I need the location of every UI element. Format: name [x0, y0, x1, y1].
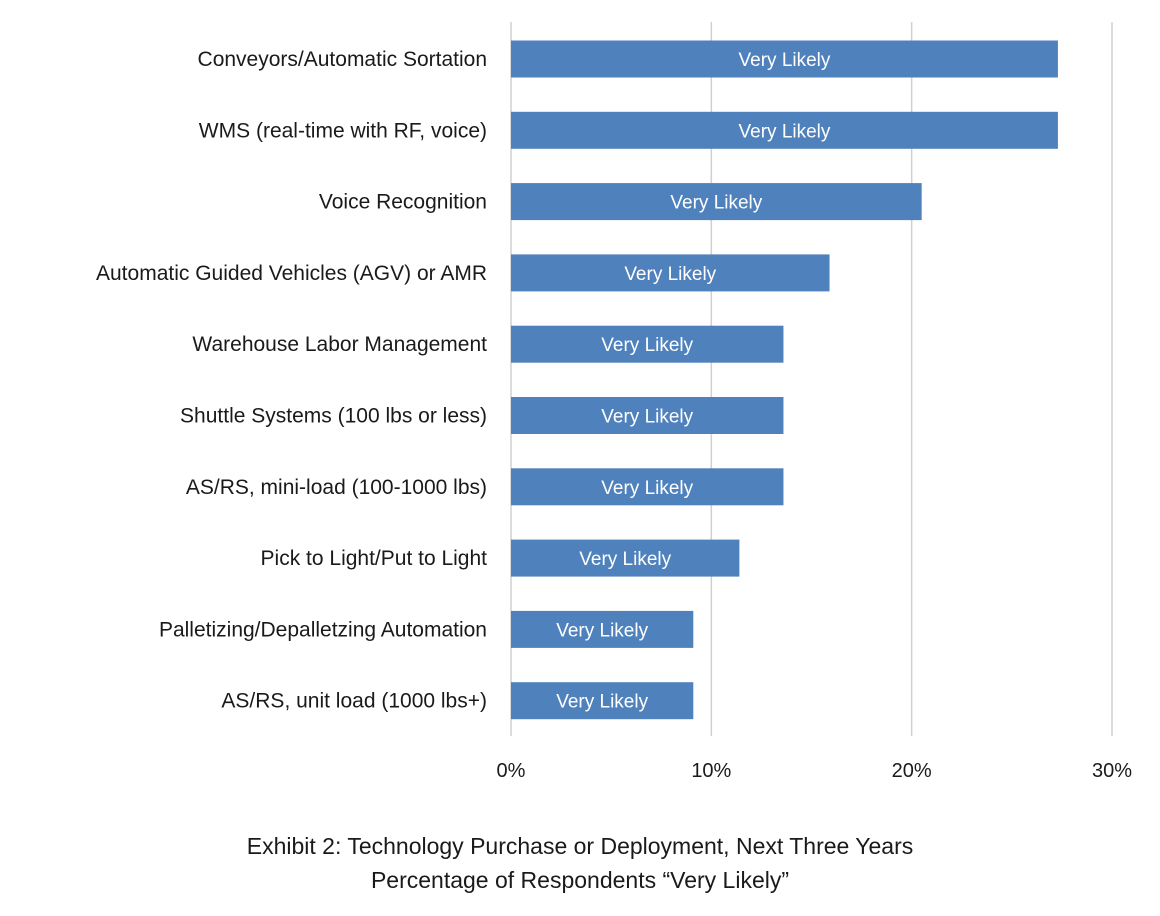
bar-data-label: Very Likely [670, 193, 762, 214]
category-label: Pick to Light/Put to Light [261, 547, 488, 570]
bar-data-label: Very Likely [601, 478, 693, 499]
category-label: Palletizing/Depalletzing Automation [159, 618, 487, 641]
bar [511, 468, 784, 506]
bar [511, 539, 740, 577]
category-label: WMS (real-time with RF, voice) [199, 119, 487, 142]
bar-data-label: Very Likely [579, 549, 671, 570]
bar [511, 254, 830, 292]
category-labels: Conveyors/Automatic Sortation WMS (real-t… [96, 48, 487, 713]
category-label: AS/RS, mini-load (100-1000 lbs) [186, 476, 487, 499]
bar-chart: Very Likely Very Likely Very Likely Very Li… [96, 22, 1133, 782]
bar-data-label: Very Likely [739, 50, 831, 71]
bars: Very Likely Very Likely Very Likely Very Li… [511, 40, 1058, 720]
x-tick-label: 0% [497, 760, 526, 782]
x-axis-ticks: 0% 10% 20% 30% [497, 760, 1133, 782]
bar [511, 397, 784, 434]
chart-subtitle: Percentage of Respondents “Very Likely” [370, 867, 790, 893]
category-label: Conveyors/Automatic Sortation [198, 48, 487, 71]
bar [511, 111, 1058, 149]
bar [511, 40, 1058, 78]
bar-data-label: Very Likely [739, 121, 831, 142]
x-tick-label: 30% [1092, 760, 1132, 782]
x-tick-label: 20% [892, 760, 932, 782]
bar-data-label: Very Likely [624, 264, 716, 285]
bar [511, 682, 694, 720]
x-tick-label: 10% [691, 760, 731, 782]
bar-data-label: Very Likely [601, 407, 693, 428]
bar [511, 325, 784, 363]
bar [511, 610, 694, 648]
category-label: Automatic Guided Vehicles (AGV) or AMR [96, 262, 487, 285]
category-label: Shuttle Systems (100 lbs or less) [180, 405, 487, 428]
bar-data-label: Very Likely [556, 692, 648, 713]
category-label: Warehouse Labor Management [192, 333, 487, 356]
bar-data-label: Very Likely [601, 335, 693, 356]
bar-data-label: Very Likely [556, 620, 648, 641]
bar [511, 183, 922, 221]
chart-title: Exhibit 2: Technology Purchase or Deploy… [246, 833, 914, 859]
category-label: AS/RS, unit load (1000 lbs+) [221, 690, 487, 713]
category-label: Voice Recognition [319, 191, 487, 214]
